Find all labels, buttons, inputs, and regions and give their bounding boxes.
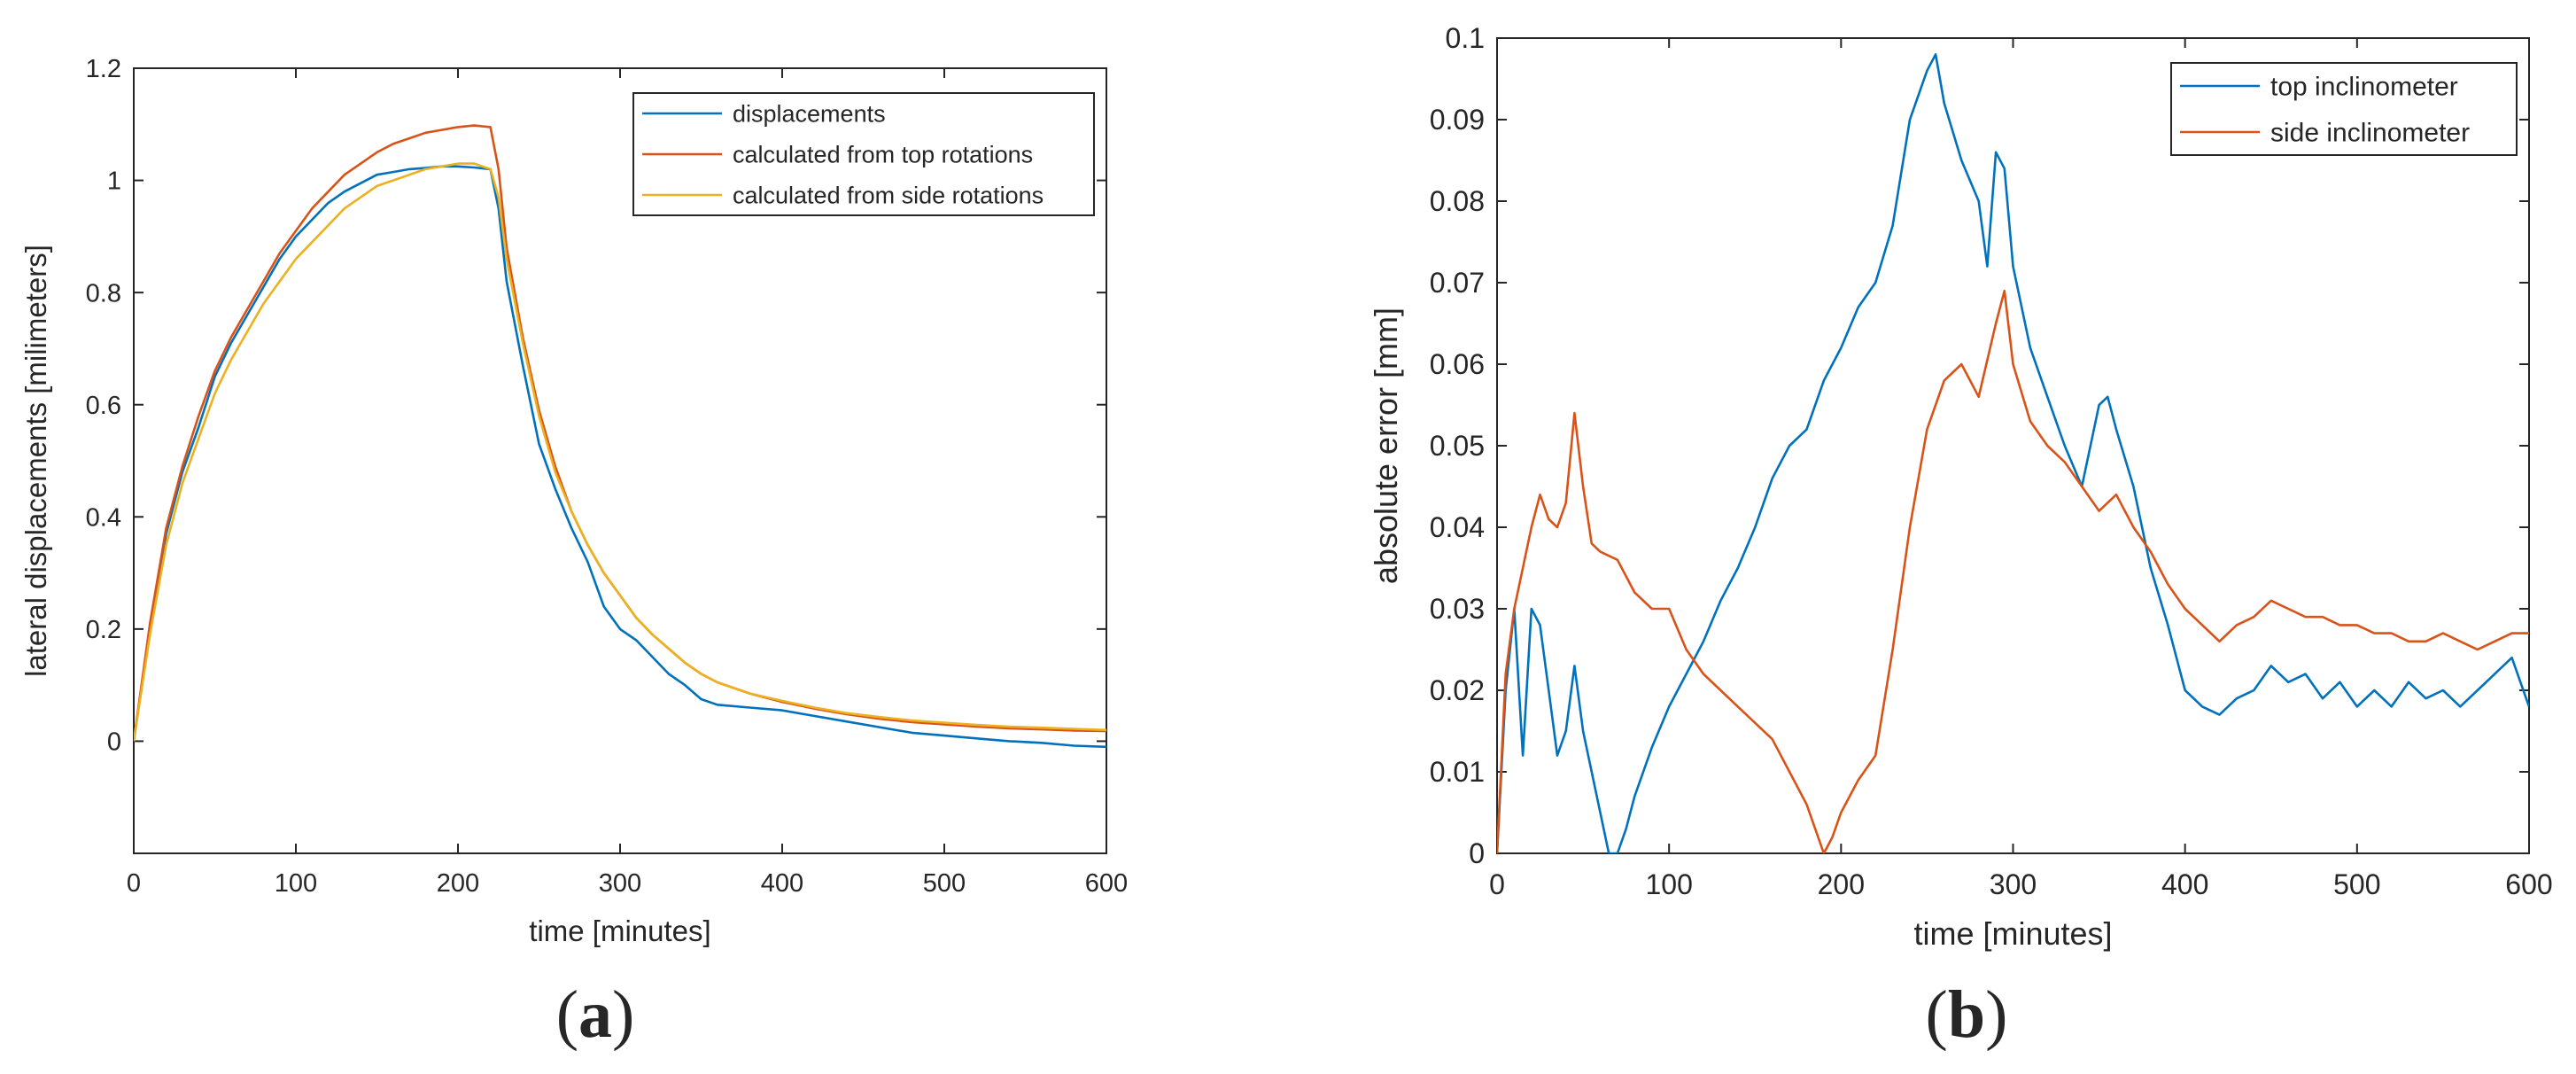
legend-box	[2170, 62, 2518, 156]
y-tick-label: 0	[107, 728, 121, 757]
x-tick-label: 300	[1990, 868, 2037, 900]
y-tick-label: 0.09	[1430, 104, 1485, 136]
y-axis-label: lateral displacements [milimeters]	[19, 245, 52, 677]
series-line-1	[134, 165, 1106, 749]
x-tick-label: 600	[1085, 869, 1128, 898]
y-tick-label: 0.05	[1430, 430, 1485, 462]
panel-label: (a)	[556, 977, 635, 1052]
series-line-2	[1497, 289, 2529, 853]
x-tick-label: 600	[2505, 868, 2552, 900]
series-line-1	[1497, 53, 2529, 853]
x-tick-label: 500	[923, 869, 966, 898]
x-tick-label: 0	[1489, 868, 1505, 900]
legend: top inclinometer side inclinometer	[2170, 62, 2518, 156]
panel-letter: a	[578, 977, 612, 1052]
y-tick-label: 0.4	[86, 503, 121, 532]
y-tick-label: 0.01	[1430, 756, 1485, 788]
y-tick-label: 0.2	[86, 616, 121, 644]
x-tick-label: 400	[761, 869, 803, 898]
y-tick-label: 0.03	[1430, 593, 1485, 625]
chart-panel-b: 0 100 200 300 400 500 600 0 0.01 0.02 0.03 0.04 0.05…	[1368, 22, 2553, 1052]
x-tick-label: 300	[599, 869, 641, 898]
series-line-3	[134, 162, 1106, 742]
y-tick-label: 0.04	[1430, 511, 1485, 543]
x-tick-label: 200	[1818, 868, 1865, 900]
x-tick-label: 500	[2333, 868, 2380, 900]
x-tick-label: 0	[127, 869, 141, 898]
x-tick-label: 200	[437, 869, 479, 898]
panel-label: (b)	[1926, 977, 2008, 1052]
y-tick-label: 0	[1469, 837, 1485, 869]
y-axis-label: absolute error [mm]	[1368, 307, 1404, 584]
x-tick-label: 100	[1645, 868, 1692, 900]
panel-letter: b	[1948, 977, 1985, 1052]
y-tick-label: 0.07	[1430, 267, 1485, 299]
legend: displacements calculated from top rotatio…	[632, 92, 1095, 216]
x-tick-label: 400	[2161, 868, 2208, 900]
chart-panel-a: 0 100 200 300 400 500 600 0 0.2 0.4 0.6 0.8 1 1.2 time…	[19, 55, 1128, 1052]
y-tick-label: 1	[107, 167, 121, 196]
legend-entry-3: calculated from side rotations	[733, 182, 1044, 208]
legend-entry-1: top inclinometer	[2270, 73, 2458, 102]
y-tick-label: 1.2	[86, 55, 121, 83]
legend-entry-2: side inclinometer	[2270, 119, 2470, 148]
x-tick-label: 100	[275, 869, 317, 898]
y-tick-label: 0.6	[86, 392, 121, 420]
y-tick-label: 0.1	[1446, 22, 1485, 54]
legend-entry-1: displacements	[733, 100, 886, 127]
x-axis-label: time [minutes]	[529, 914, 710, 947]
y-tick-label: 0.08	[1430, 185, 1485, 217]
legend-entry-2: calculated from top rotations	[733, 141, 1033, 167]
x-axis-label: time [minutes]	[1913, 915, 2112, 952]
plot-area	[1496, 37, 2530, 854]
y-tick-label: 0.8	[86, 279, 121, 307]
y-tick-label: 0.06	[1430, 348, 1485, 380]
y-tick-label: 0.02	[1430, 674, 1485, 706]
